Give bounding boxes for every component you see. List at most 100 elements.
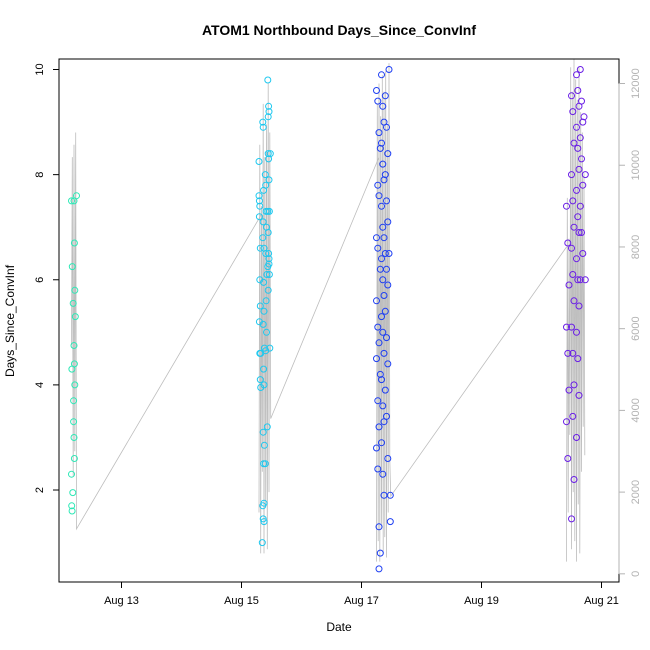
data-point [264,150,272,158]
y-axis-label: Days_Since_ConvInf [3,264,17,377]
data-point [576,134,584,142]
data-point [374,465,382,473]
data-point [73,192,80,200]
x-axis: Aug 13 Aug 15 Aug 17 Aug 19 Aug 21 [104,582,619,607]
y-tick-label: 6 [34,277,46,283]
data-point [256,376,264,384]
y2-tick-label: 10000 [630,150,642,181]
data-point [70,434,78,441]
data-point [568,92,575,100]
data-point [376,144,384,152]
data-point [378,71,385,79]
data-point [260,278,268,286]
data-point [68,263,76,271]
data-point [384,218,392,226]
data-point [265,250,273,257]
y-tick-label: 10 [34,63,46,75]
data-point [385,250,393,257]
data-point [263,271,271,278]
data-point [578,155,585,163]
data-point [564,349,572,357]
y-axis-left: 2 4 6 8 10 [34,63,59,493]
data-point [265,207,273,215]
data-point [563,202,570,210]
data-point [570,476,578,483]
data-point [569,197,577,205]
data-point [383,265,390,273]
data-point [256,302,264,310]
data-point [373,297,380,305]
y2-tick-label: 12000 [630,68,642,99]
data-point [380,292,388,299]
data-point [373,444,380,452]
data-point [68,197,75,205]
data-point [70,397,78,405]
data-point [260,381,268,389]
data-point [255,158,263,165]
data-point [259,320,267,328]
data-point [385,66,393,73]
data-point [259,428,267,436]
data-point [564,455,572,462]
data-point [70,418,78,426]
data-point [381,307,389,315]
data-point [378,376,385,384]
data-point [260,365,268,373]
y2-tick-label: 4000 [630,398,642,422]
data-point [69,489,77,497]
data-point [264,113,272,121]
x-tick-label: Aug 17 [344,595,379,607]
data-point [574,276,582,284]
data-point [570,139,578,147]
series-line-2 [258,83,380,554]
data-point [574,213,582,221]
data-point [258,539,266,547]
data-point [378,255,385,263]
data-point [71,381,79,389]
data-point [569,412,577,420]
data-point [374,181,382,189]
data-point [581,276,589,284]
data-point [259,218,267,226]
series-line-4 [566,58,586,562]
data-point [264,76,272,84]
data-point [383,334,390,342]
data-point [262,297,270,305]
x-tick-label: Aug 13 [104,595,139,607]
data-point [255,197,263,205]
data-point [374,97,382,105]
plot-frame [58,58,620,583]
data-point [374,244,382,252]
data-point [564,239,572,247]
data-point [578,97,585,105]
y-tick-label: 2 [34,487,46,493]
data-point [379,102,387,110]
data-point [378,139,385,147]
data-point [573,71,580,79]
data-point [69,299,77,307]
data-point [264,286,272,294]
data-point [373,87,380,94]
y2-tick-label: 6000 [630,316,642,340]
data-point [375,339,383,347]
data-point [576,66,584,73]
x-tick-label: Aug 19 [464,595,499,607]
data-point [573,255,580,263]
data-point [376,370,384,378]
data-point [260,307,268,315]
data-point [565,281,573,289]
data-point [262,250,270,257]
data-point [568,515,575,523]
data-point [256,244,264,252]
data-point [574,355,582,363]
y-tick-label: 4 [34,382,46,388]
data-point [259,123,267,131]
data-point [378,202,385,210]
y-axis-right: 0 2000 4000 6000 8000 10000 12000 [618,68,642,577]
data-point [573,328,580,336]
data-point [260,518,268,526]
data-point [70,455,78,462]
data-point [570,223,578,231]
data-point [373,234,380,242]
data-point [265,108,273,116]
